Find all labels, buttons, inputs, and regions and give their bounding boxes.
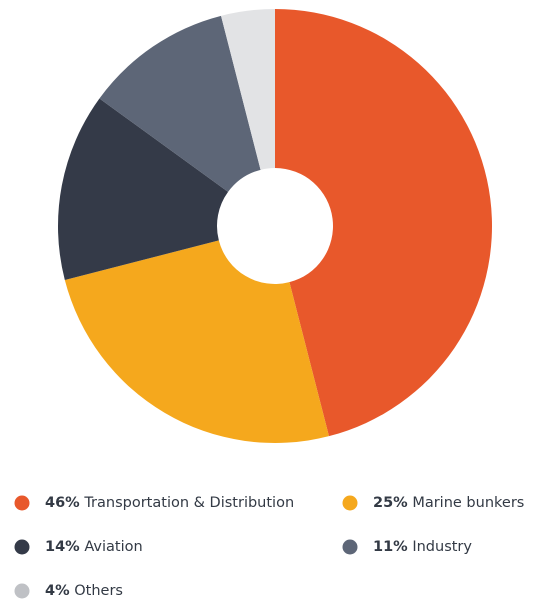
legend-name: Marine bunkers bbox=[412, 495, 524, 511]
legend-marker bbox=[14, 495, 30, 511]
legend-value: 14% bbox=[45, 539, 80, 555]
legend-label: 14% Aviation bbox=[45, 539, 143, 555]
legend-label: 11% Industry bbox=[373, 539, 472, 555]
legend-marker bbox=[342, 539, 358, 555]
pie-slice bbox=[99, 15, 261, 192]
legend-label: 46% Transportation & Distribution bbox=[45, 495, 294, 511]
legend-label: 4% Others bbox=[45, 583, 123, 599]
pie-slice bbox=[58, 98, 229, 280]
legend-marker bbox=[14, 539, 30, 555]
legend-label: 25% Marine bunkers bbox=[373, 495, 524, 511]
legend-value: 11% bbox=[373, 539, 408, 555]
pie-slice bbox=[221, 9, 275, 170]
legend-value: 4% bbox=[45, 583, 70, 599]
legend-name: Transportation & Distribution bbox=[83, 495, 294, 511]
legend-value: 46% bbox=[45, 495, 80, 511]
legend-value: 25% bbox=[373, 495, 408, 511]
legend-name: Aviation bbox=[84, 539, 142, 555]
pie-slice bbox=[275, 9, 493, 437]
legend-name: Others bbox=[74, 583, 123, 599]
legend-marker bbox=[342, 495, 358, 511]
legend-marker bbox=[14, 583, 30, 599]
pie-slice bbox=[64, 240, 329, 443]
legend-name: Industry bbox=[412, 539, 472, 555]
